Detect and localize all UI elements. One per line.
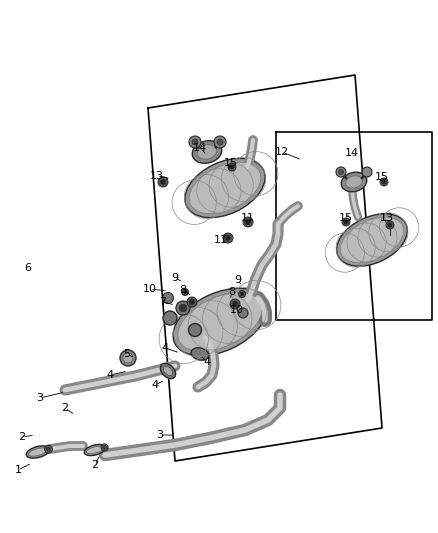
Ellipse shape <box>46 447 51 451</box>
Ellipse shape <box>342 218 350 226</box>
Text: 8: 8 <box>229 287 236 297</box>
Ellipse shape <box>183 290 187 294</box>
Ellipse shape <box>160 180 166 184</box>
Ellipse shape <box>341 172 367 192</box>
Ellipse shape <box>28 448 47 456</box>
Ellipse shape <box>185 158 265 217</box>
Ellipse shape <box>382 180 386 184</box>
Ellipse shape <box>243 217 253 227</box>
Text: 1: 1 <box>14 465 21 475</box>
Ellipse shape <box>189 136 201 148</box>
Text: 5: 5 <box>124 349 131 359</box>
Ellipse shape <box>388 223 392 227</box>
Text: 15: 15 <box>375 172 389 182</box>
Ellipse shape <box>173 288 267 356</box>
Text: 4: 4 <box>152 380 159 390</box>
Text: 12: 12 <box>275 147 289 157</box>
Ellipse shape <box>339 169 343 174</box>
Ellipse shape <box>188 324 201 336</box>
Ellipse shape <box>189 162 261 214</box>
Ellipse shape <box>102 446 106 449</box>
Ellipse shape <box>179 304 187 312</box>
Ellipse shape <box>223 233 233 243</box>
Ellipse shape <box>214 136 226 148</box>
Text: 13: 13 <box>380 213 394 223</box>
Ellipse shape <box>197 145 217 159</box>
Ellipse shape <box>230 165 234 169</box>
Ellipse shape <box>101 444 108 451</box>
Text: 2: 2 <box>18 432 25 442</box>
Ellipse shape <box>233 302 237 306</box>
Text: 4: 4 <box>203 357 211 367</box>
Text: 3: 3 <box>156 430 163 440</box>
Ellipse shape <box>160 364 176 378</box>
Text: 3: 3 <box>36 393 43 403</box>
Ellipse shape <box>230 299 240 309</box>
Ellipse shape <box>337 214 407 266</box>
Text: 11: 11 <box>241 213 255 223</box>
Ellipse shape <box>192 139 198 145</box>
Ellipse shape <box>158 177 168 187</box>
Ellipse shape <box>239 290 246 297</box>
Ellipse shape <box>191 348 209 360</box>
Ellipse shape <box>380 178 388 186</box>
Ellipse shape <box>346 176 362 188</box>
Ellipse shape <box>228 163 236 171</box>
Ellipse shape <box>246 220 251 224</box>
Text: 2: 2 <box>92 460 99 470</box>
Text: 13: 13 <box>150 171 164 181</box>
Ellipse shape <box>86 446 103 454</box>
Text: 11: 11 <box>214 235 228 245</box>
Ellipse shape <box>240 292 244 296</box>
Ellipse shape <box>120 350 136 366</box>
Ellipse shape <box>362 167 372 177</box>
Ellipse shape <box>187 297 197 307</box>
Text: 7: 7 <box>159 297 166 307</box>
Ellipse shape <box>226 236 230 240</box>
Text: 10: 10 <box>230 305 244 315</box>
Ellipse shape <box>386 221 394 229</box>
Ellipse shape <box>163 311 177 325</box>
Ellipse shape <box>163 366 173 376</box>
Ellipse shape <box>123 353 133 363</box>
Text: 10: 10 <box>143 284 157 294</box>
Ellipse shape <box>45 446 53 453</box>
Ellipse shape <box>176 301 190 315</box>
Text: 9: 9 <box>234 275 242 285</box>
Text: 8: 8 <box>180 285 187 295</box>
Text: 15: 15 <box>224 158 238 168</box>
Text: 2: 2 <box>61 403 69 413</box>
Ellipse shape <box>238 308 248 318</box>
Ellipse shape <box>84 445 106 456</box>
Ellipse shape <box>26 446 50 458</box>
Ellipse shape <box>336 167 346 177</box>
Text: 4: 4 <box>106 370 113 380</box>
Ellipse shape <box>190 300 194 304</box>
Text: 6: 6 <box>25 263 32 273</box>
Text: 14: 14 <box>193 143 207 153</box>
Text: 15: 15 <box>339 213 353 223</box>
Text: 4: 4 <box>162 343 169 353</box>
Ellipse shape <box>192 141 222 163</box>
Ellipse shape <box>162 293 173 303</box>
Ellipse shape <box>340 217 404 263</box>
Ellipse shape <box>344 220 348 224</box>
Text: 9: 9 <box>171 273 179 283</box>
Ellipse shape <box>181 288 188 295</box>
Ellipse shape <box>178 293 262 351</box>
Text: 14: 14 <box>345 148 359 158</box>
Ellipse shape <box>217 139 223 145</box>
